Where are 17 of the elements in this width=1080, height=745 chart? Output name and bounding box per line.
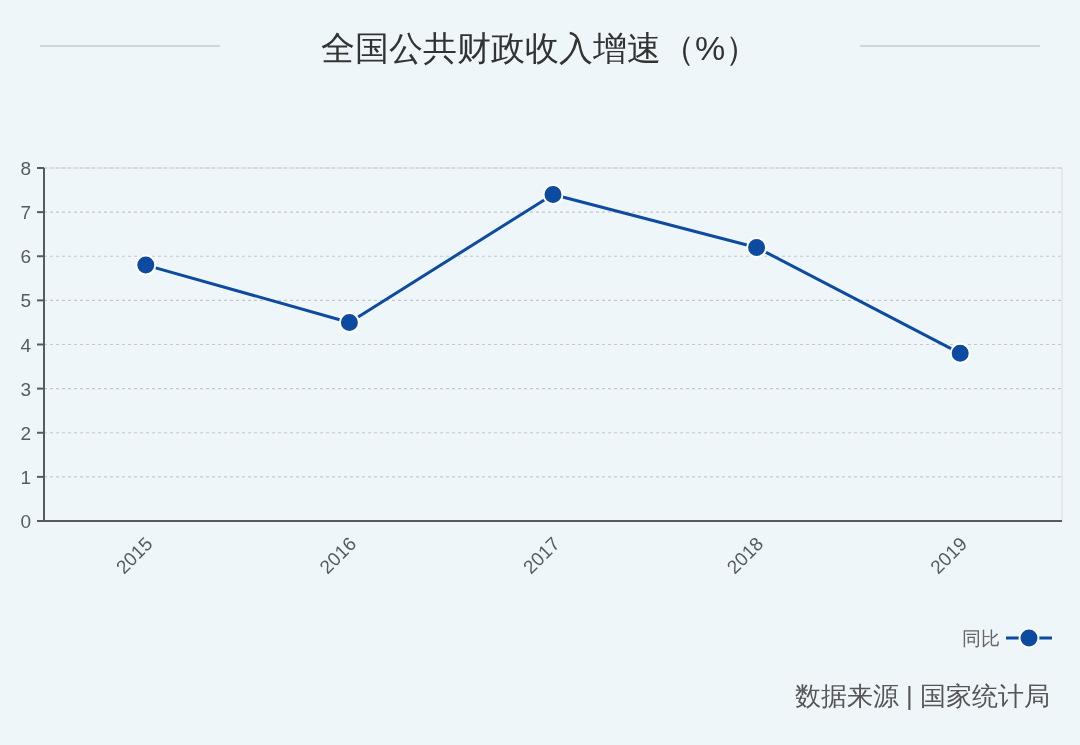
y-tick-label: 5 <box>20 290 31 312</box>
y-tick-label: 4 <box>20 334 32 356</box>
legend-label: 同比 <box>962 628 1000 649</box>
source-note: 数据来源 | 国家统计局 <box>794 681 1050 711</box>
point <box>542 183 564 205</box>
point <box>135 254 157 276</box>
y-tick-label: 6 <box>20 246 31 268</box>
y-tick-label: 2 <box>20 422 31 444</box>
y-tick-label: 0 <box>20 511 31 532</box>
chart-title: 全国公共财政收入增速（%） <box>320 29 760 67</box>
point <box>338 311 360 333</box>
y-tick-label: 3 <box>20 378 31 400</box>
point <box>746 236 768 258</box>
point <box>949 342 971 364</box>
y-tick-label: 1 <box>20 466 31 488</box>
y-tick-label: 7 <box>20 202 31 224</box>
y-tick-label: 8 <box>20 158 31 179</box>
